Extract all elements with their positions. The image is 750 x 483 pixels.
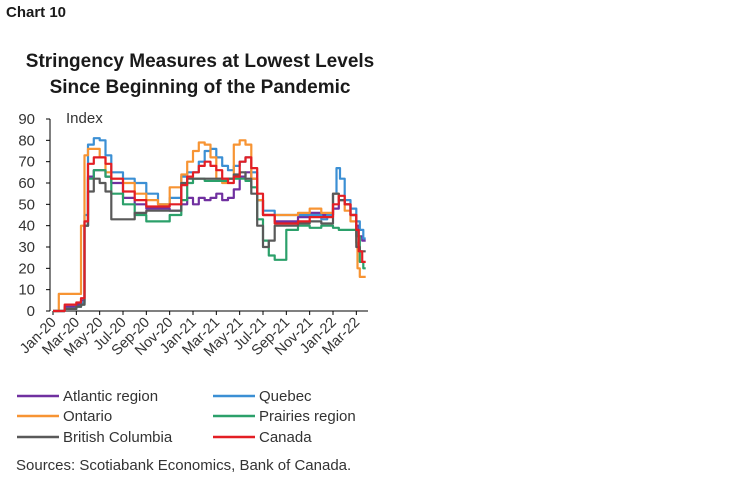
y-tick-label: 70 [18, 154, 35, 171]
y-tick-label: 40 [18, 218, 35, 235]
y-tick-label: 0 [27, 303, 35, 320]
legend-label-quebec: Quebec [259, 388, 312, 405]
y-tick-label: 60 [18, 175, 35, 192]
y-tick-label: 50 [18, 196, 35, 213]
series-line-ontario [53, 139, 366, 313]
y-tick-label: 10 [18, 282, 35, 299]
y-tick-label: 80 [18, 132, 35, 149]
chart-title: Stringency Measures at Lowest Levels Sin… [26, 51, 374, 98]
series-line-prairies-region [53, 169, 366, 313]
x-axis: Jan-20Mar-20May-20Jul-20Sep-20Nov-20Jan-… [17, 310, 368, 360]
y-axis: 0 10 20 30 40 50 60 70 80 90 [18, 111, 51, 320]
chart-title-line-1: Stringency Measures at Lowest Levels [26, 51, 374, 72]
legend-label-ontario: Ontario [63, 408, 112, 425]
figure-label: Chart 10 [6, 4, 67, 21]
y-tick-label: 30 [18, 239, 35, 256]
series-line-quebec [53, 137, 366, 313]
y-tick-label: 90 [18, 111, 35, 128]
series-line-british-columbia [53, 171, 366, 313]
source-note: Sources: Scotiabank Economics, Bank of C… [16, 457, 352, 474]
legend-label-atlantic-region: Atlantic region [63, 388, 158, 405]
series-lines [53, 137, 366, 313]
series-line-atlantic-region [53, 169, 366, 313]
chart-title-line-2: Since Beginning of the Pandemic [50, 77, 351, 98]
y-tick-label: 20 [18, 260, 35, 277]
series-line-canada [53, 156, 366, 313]
legend: Atlantic region Quebec Ontario Prairies reg… [17, 388, 356, 446]
y-axis-label: Index [66, 110, 103, 127]
legend-label-canada: Canada [259, 429, 312, 446]
legend-label-british-columbia: British Columbia [63, 429, 173, 446]
legend-label-prairies-region: Prairies region [259, 408, 356, 425]
